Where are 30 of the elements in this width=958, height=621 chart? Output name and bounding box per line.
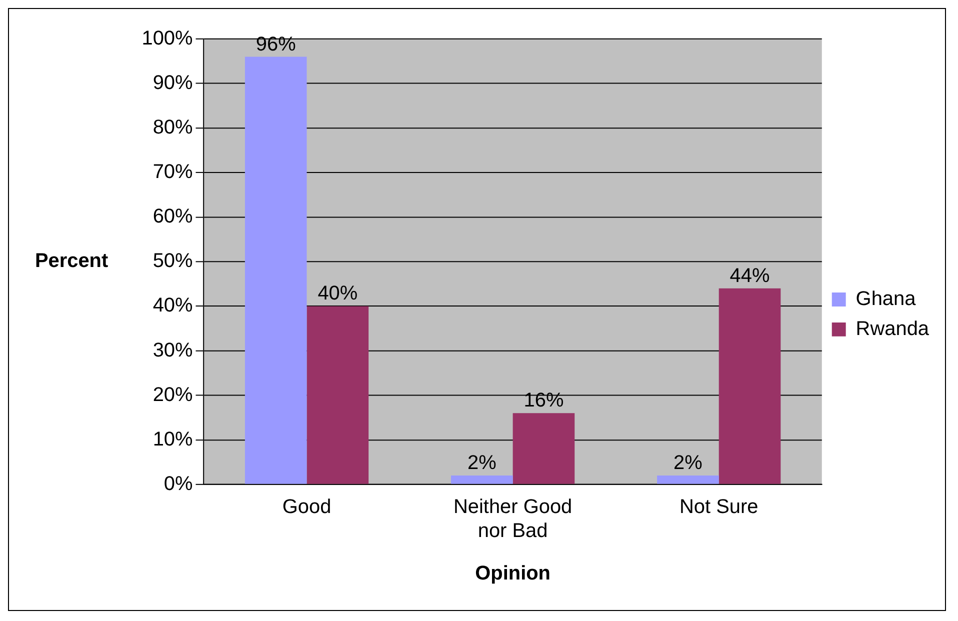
y-tick-label: 70%: [152, 161, 194, 184]
x-tick-label: Good: [282, 496, 332, 518]
data-label: 96%: [256, 33, 296, 56]
bar: [718, 288, 781, 484]
data-label: 2%: [674, 452, 703, 474]
legend-label: Ghana: [856, 288, 917, 310]
legend-label: Rwanda: [856, 318, 930, 340]
y-tick-label: 60%: [152, 206, 194, 228]
y-tick-label: 90%: [152, 72, 194, 94]
data-label: 2%: [467, 452, 497, 474]
y-tick-label: 0%: [164, 472, 194, 495]
bar: [450, 476, 513, 484]
y-tick-label: 20%: [152, 384, 194, 406]
bar: [244, 56, 307, 484]
data-label: 40%: [318, 282, 358, 305]
y-tick-label: 100%: [142, 27, 194, 50]
y-tick-label: 30%: [152, 339, 194, 362]
y-tick-label: 10%: [152, 428, 194, 450]
y-tick-label: 80%: [152, 116, 194, 138]
bar: [657, 476, 719, 484]
bar: [306, 306, 369, 484]
y-tick-label: 50%: [152, 250, 194, 272]
data-label: 44%: [730, 264, 770, 287]
x-axis-title: Opinion: [475, 562, 550, 585]
bar: [512, 413, 575, 484]
data-label: 16%: [524, 390, 564, 412]
x-tick-label: Neither Good nor Bad: [453, 496, 572, 542]
x-tick-label: Not Sure: [679, 496, 758, 518]
y-axis-title: Percent: [34, 250, 108, 272]
y-tick-label: 40%: [152, 294, 194, 317]
